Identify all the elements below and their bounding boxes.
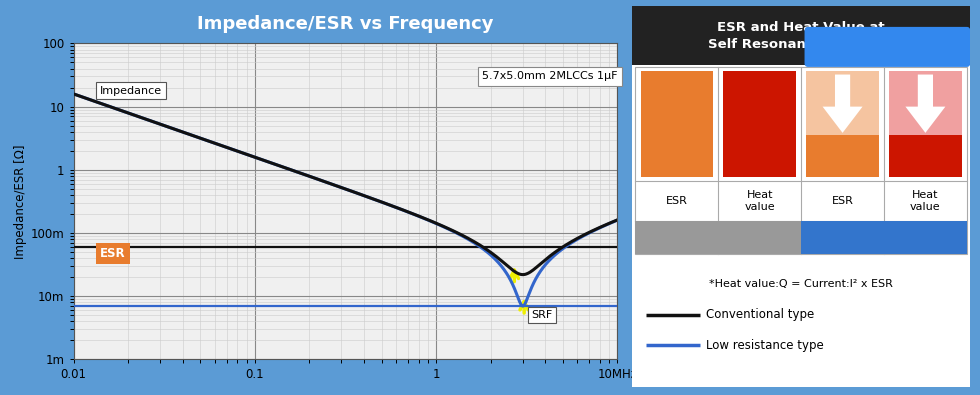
Text: Impedance/ESR vs Frequency: Impedance/ESR vs Frequency [197,15,494,33]
Text: Heat
value: Heat value [910,190,941,212]
Bar [635,67,967,254]
Text: Low resistance type: Low resistance type [817,231,951,244]
Bar [889,71,961,177]
Text: ESR: ESR [666,196,688,206]
Bar [889,135,961,177]
Bar [632,6,970,65]
FancyBboxPatch shape [805,27,970,67]
Text: *Heat value:Q = Current:I² x ESR: *Heat value:Q = Current:I² x ESR [710,279,893,289]
Y-axis label: Impedance/ESR [Ω]: Impedance/ESR [Ω] [14,144,26,259]
Text: Approx. 60%
reduction: Approx. 60% reduction [845,32,929,61]
Text: Impedance: Impedance [100,85,162,96]
Bar [641,71,713,177]
Bar [807,71,879,177]
Text: Conventional type: Conventional type [658,231,779,244]
Text: ESR: ESR [832,196,854,206]
Polygon shape [822,75,862,133]
Bar [635,221,802,254]
Text: 5.7x5.0mm 2MLCCs 1μF: 5.7x5.0mm 2MLCCs 1μF [482,71,617,81]
Text: SRF: SRF [531,310,553,320]
Bar [723,71,796,177]
Polygon shape [906,75,946,133]
Text: ESR and Heat Value at
Self Resonant Frequency: ESR and Heat Value at Self Resonant Freq… [708,21,895,51]
Text: ESR: ESR [100,247,125,260]
Text: Heat
value: Heat value [745,190,775,212]
Bar [802,221,967,254]
Text: Low resistance type: Low resistance type [707,339,824,352]
Text: Conventional type: Conventional type [707,308,814,321]
Bar [807,135,879,177]
